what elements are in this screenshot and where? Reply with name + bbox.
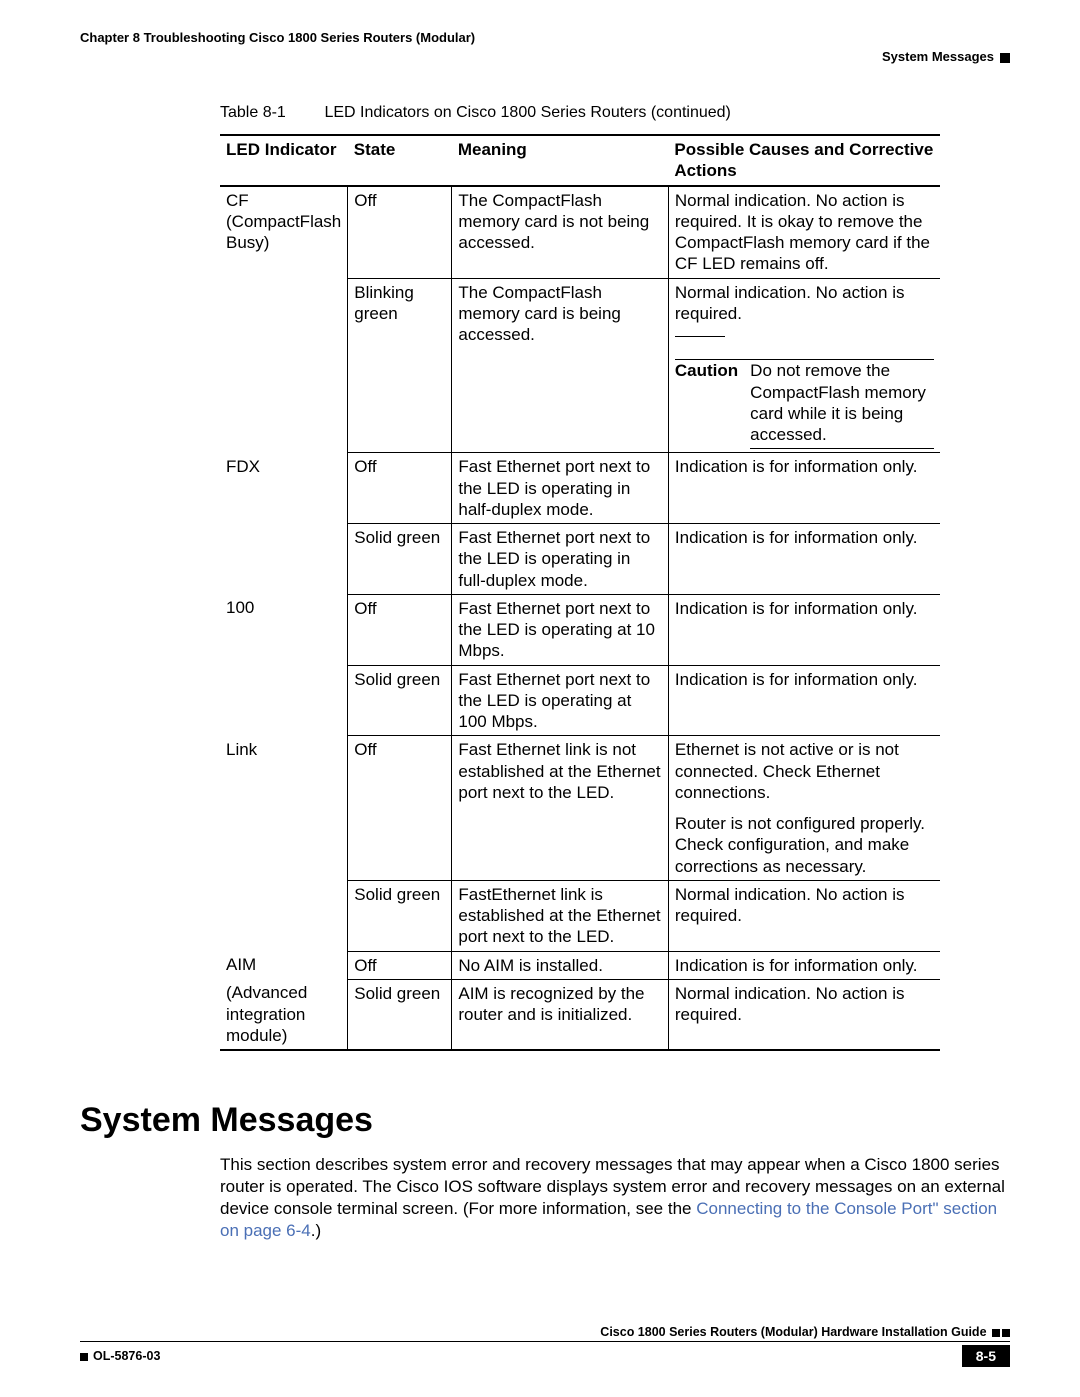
cell-state: Blinking green [348, 278, 452, 453]
cell-action: Normal indication. No action is required… [668, 186, 940, 279]
section-header: System Messages [80, 49, 1010, 64]
cell-indicator: AIM [220, 951, 348, 979]
footer-guide-title: Cisco 1800 Series Routers (Modular) Hard… [600, 1325, 986, 1339]
cell-indicator: (Advanced integration module) [220, 979, 348, 1050]
table-row: Link Off Fast Ethernet link is not estab… [220, 736, 940, 881]
cell-indicator: Link [220, 736, 348, 951]
footer-square-icon [1002, 1329, 1010, 1337]
table-row: 100 Off Fast Ethernet port next to the L… [220, 594, 940, 665]
cell-meaning: Fast Ethernet port next to the LED is op… [452, 524, 669, 595]
table-row: (Advanced integration module) Solid gree… [220, 979, 940, 1050]
cell-meaning: Fast Ethernet port next to the LED is op… [452, 594, 669, 665]
col-actions: Possible Causes and Corrective Actions [668, 135, 940, 186]
cell-state: Off [348, 186, 452, 279]
section-title: System Messages [80, 1101, 1010, 1140]
cell-state: Solid green [348, 524, 452, 595]
table-number: Table 8-1 [220, 104, 320, 122]
para-text: 1800 series [912, 1155, 1000, 1174]
col-meaning: Meaning [452, 135, 669, 186]
cell-state: Solid green [348, 880, 452, 951]
page-footer: Cisco 1800 Series Routers (Modular) Hard… [80, 1325, 1010, 1367]
cell-state: Off [348, 736, 452, 881]
cell-meaning: The CompactFlash memory card is being ac… [452, 278, 669, 453]
cell-action: Indication is for information only. [668, 951, 940, 979]
cell-state: Solid green [348, 979, 452, 1050]
document-id: OL-5876-03 [80, 1349, 160, 1363]
cell-indicator: 100 [220, 594, 348, 736]
table-caption: Table 8-1 LED Indicators on Cisco 1800 S… [80, 104, 1010, 122]
section-paragraph: This section describes system error and … [220, 1154, 1010, 1242]
cell-state: Off [348, 951, 452, 979]
cell-meaning: No AIM is installed. [452, 951, 669, 979]
col-led-indicator: LED Indicator [220, 135, 348, 186]
cell-meaning: Fast Ethernet link is not established at… [452, 736, 669, 881]
para-text: This section describes system error and … [220, 1155, 907, 1174]
cell-action: Indication is for information only. [668, 665, 940, 736]
caution-label: Caution [675, 359, 750, 449]
col-state: State [348, 135, 452, 186]
cell-meaning: Fast Ethernet port next to the LED is op… [452, 665, 669, 736]
page-number: 8-5 [962, 1345, 1010, 1367]
para-text: .) [311, 1221, 321, 1240]
caution-text: Do not remove the CompactFlash memory ca… [750, 359, 934, 449]
led-table: LED Indicator State Meaning Possible Cau… [220, 134, 940, 1051]
cell-action: Indication is for information only. [668, 524, 940, 595]
section-header-text: System Messages [882, 49, 994, 64]
cell-action: Normal indication. No action is required… [668, 880, 940, 951]
cell-state: Solid green [348, 665, 452, 736]
cell-action-text: Ethernet is not active or is not connect… [675, 740, 899, 802]
cell-action: Normal indication. No action is required… [668, 278, 940, 453]
cell-meaning: FastEthernet link is established at the … [452, 880, 669, 951]
cell-action: Indication is for information only. [668, 594, 940, 665]
cell-meaning: AIM is recognized by the router and is i… [452, 979, 669, 1050]
cell-meaning: Fast Ethernet port next to the LED is op… [452, 453, 669, 524]
cell-action-text: Router is not configured properly. Check… [675, 814, 925, 876]
header-square-icon [1000, 53, 1010, 63]
para-text: router is operated. The Cisco IOS softwa… [220, 1177, 608, 1196]
cell-indicator: FDX [220, 453, 348, 595]
footer-square-icon [992, 1329, 1000, 1337]
cell-action: Indication is for information only. [668, 453, 940, 524]
cell-meaning: The CompactFlash memory card is not bein… [452, 186, 669, 279]
cell-state: Off [348, 594, 452, 665]
caution-block: Caution Do not remove the CompactFlash m… [675, 359, 934, 449]
table-title: LED Indicators on Cisco 1800 Series Rout… [324, 104, 730, 121]
table-row: AIM Off No AIM is installed. Indication … [220, 951, 940, 979]
cell-action-text: Normal indication. No action is required… [675, 283, 905, 323]
caution-rule [675, 336, 725, 337]
table-row: CF (CompactFlash Busy) Off The CompactFl… [220, 186, 940, 279]
cell-action: Ethernet is not active or is not connect… [668, 736, 940, 881]
chapter-header: Chapter 8 Troubleshooting Cisco 1800 Ser… [80, 30, 1010, 45]
cell-action: Normal indication. No action is required… [668, 979, 940, 1050]
cell-indicator: CF (CompactFlash Busy) [220, 186, 348, 453]
cell-state: Off [348, 453, 452, 524]
table-row: FDX Off Fast Ethernet port next to the L… [220, 453, 940, 524]
